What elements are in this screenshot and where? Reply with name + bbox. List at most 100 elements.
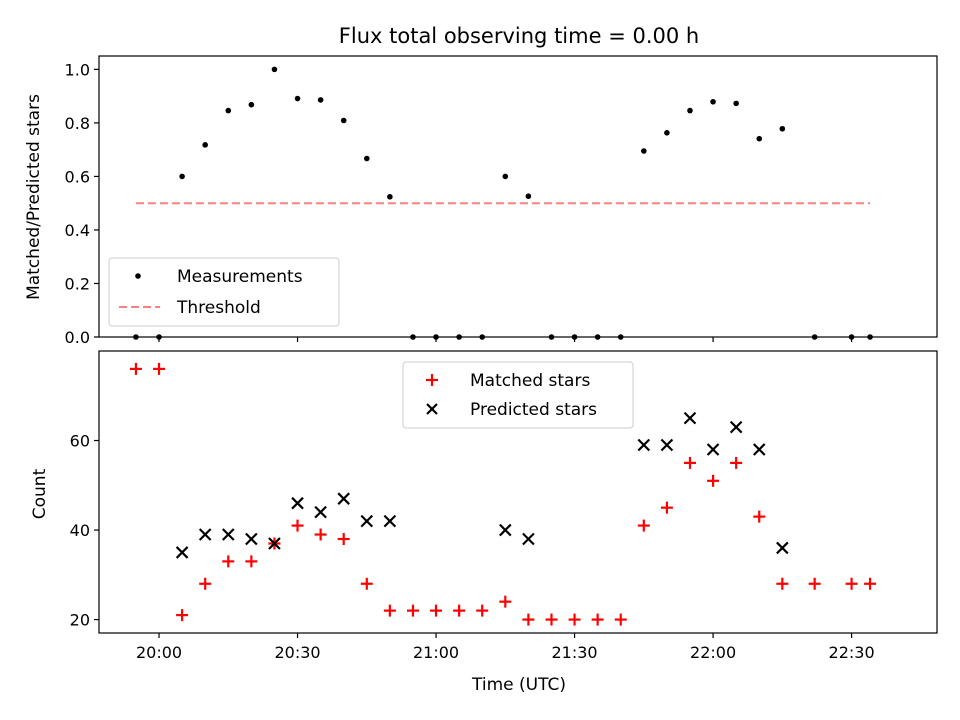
top-y-tick-label: 0.2 — [65, 274, 90, 293]
matched-star-point — [153, 362, 166, 375]
bottom-y-tick-label: 60 — [70, 432, 90, 451]
predicted-star-point — [198, 528, 212, 541]
measurement-point — [502, 173, 509, 180]
matched-star-point — [707, 474, 720, 487]
measurement-point — [525, 193, 532, 200]
matched-star-point — [476, 604, 489, 617]
measurement-point — [664, 130, 670, 136]
matched-star-point — [430, 604, 443, 617]
predicted-star-point — [360, 514, 374, 528]
measurement-point — [248, 101, 255, 108]
predicted-star-point — [268, 537, 281, 550]
bottom-y-tick-label: 20 — [70, 611, 90, 630]
top-y-axis-label: Matched/Predicted stars — [24, 94, 44, 300]
measurement-point — [179, 173, 185, 180]
matched-star-point — [222, 555, 235, 568]
predicted-star-point — [222, 528, 235, 541]
matched-star-point — [314, 528, 327, 541]
x-axis-label: Time (UTC) — [471, 675, 566, 695]
matched-star-point — [245, 555, 258, 568]
measurement-point — [202, 142, 208, 148]
measurement-point — [225, 107, 232, 114]
x-tick-label: 21:00 — [413, 643, 459, 662]
measurement-point — [387, 193, 393, 200]
matched-star-point — [129, 362, 142, 375]
top-panel-frame — [98, 55, 938, 338]
matched-star-point — [730, 456, 743, 469]
measurement-point — [756, 135, 763, 142]
measurement-point — [317, 97, 324, 103]
x-tick-label: 22:00 — [690, 643, 736, 662]
x-tick-label: 21:30 — [552, 643, 598, 662]
matched-star-point — [360, 577, 373, 590]
predicted-star-point — [637, 438, 651, 452]
legend-matched-label: Matched stars — [470, 371, 590, 391]
predicted-star-point — [245, 532, 258, 546]
predicted-star-point — [660, 438, 674, 452]
matched-star-point — [660, 501, 673, 514]
matched-star-point — [406, 604, 419, 617]
measurement-point — [687, 107, 693, 114]
predicted-star-point — [291, 496, 304, 510]
top-panel: 0.0 0.2 0.4 0.6 0.8 1.0 Matched/Predicted sta… — [24, 55, 938, 347]
top-y-tick-label: 0.6 — [65, 167, 90, 186]
matched-star-point — [568, 613, 581, 626]
bottom-y-axis-label: Count — [30, 468, 50, 519]
matched-star-point — [453, 604, 466, 617]
bottom-panel-frame — [98, 350, 938, 634]
matched-star-point — [683, 456, 696, 469]
x-tick-label: 20:30 — [274, 643, 320, 662]
measurement-point — [294, 95, 301, 102]
matched-star-point — [176, 609, 189, 622]
matched-star-point — [637, 519, 650, 532]
legend-measurements-marker — [135, 273, 141, 279]
matched-star-point — [383, 604, 396, 617]
legend-matched-marker — [426, 374, 438, 386]
top-legend-box — [108, 257, 340, 327]
top-y-tick-label: 0.8 — [65, 114, 90, 133]
measurement-point — [710, 98, 716, 105]
measurement-point — [779, 125, 786, 132]
predicted-star-point — [314, 505, 327, 519]
legend-measurements-label: Measurements — [177, 267, 303, 287]
predicted-star-point — [683, 411, 697, 425]
matched-star-point — [522, 613, 535, 626]
legend-threshold-label: Threshold — [176, 298, 261, 318]
predicted-star-point — [706, 443, 720, 456]
predicted-star-point — [522, 532, 535, 546]
matched-star-point — [545, 613, 558, 626]
legend-predicted-marker — [426, 403, 438, 415]
top-y-tick-label: 1.0 — [65, 60, 90, 79]
chart-title: Flux total observing time = 0.00 h — [339, 24, 699, 48]
top-y-tick-label: 0.4 — [65, 221, 90, 240]
bottom-y-tick-label: 40 — [70, 521, 90, 540]
matched-star-point — [199, 577, 212, 590]
measurement-point — [641, 148, 647, 154]
matched-star-point — [864, 577, 877, 590]
matched-star-point — [845, 577, 858, 590]
bottom-legend-box — [402, 361, 634, 429]
legend-predicted-label: Predicted stars — [470, 400, 597, 420]
bottom-legend: Matched stars Predicted stars — [402, 361, 634, 429]
matched-star-point — [753, 510, 766, 523]
matched-star-point — [499, 595, 512, 608]
predicted-star-point — [499, 523, 512, 537]
matched-star-point — [291, 519, 304, 532]
predicted-star-point — [383, 514, 397, 528]
matched-star-point — [614, 613, 627, 626]
x-tick-label: 20:00 — [136, 643, 182, 662]
predicted-star-point — [752, 443, 766, 456]
measurement-point — [733, 100, 739, 107]
matched-star-point — [776, 577, 789, 590]
predicted-star-point — [175, 546, 189, 559]
matched-star-point — [337, 533, 350, 545]
predicted-star-point — [729, 420, 743, 434]
measurement-point — [271, 66, 278, 73]
measurement-point — [363, 155, 370, 162]
x-tick-label: 22:30 — [829, 643, 875, 662]
top-y-tick-label: 0.0 — [65, 328, 90, 347]
bottom-panel: 20 40 60 20:00 20:30 21:00 21:30 22:00 22:30 Cou… — [30, 350, 938, 695]
matched-star-point — [591, 613, 604, 626]
measurement-point — [340, 117, 347, 124]
